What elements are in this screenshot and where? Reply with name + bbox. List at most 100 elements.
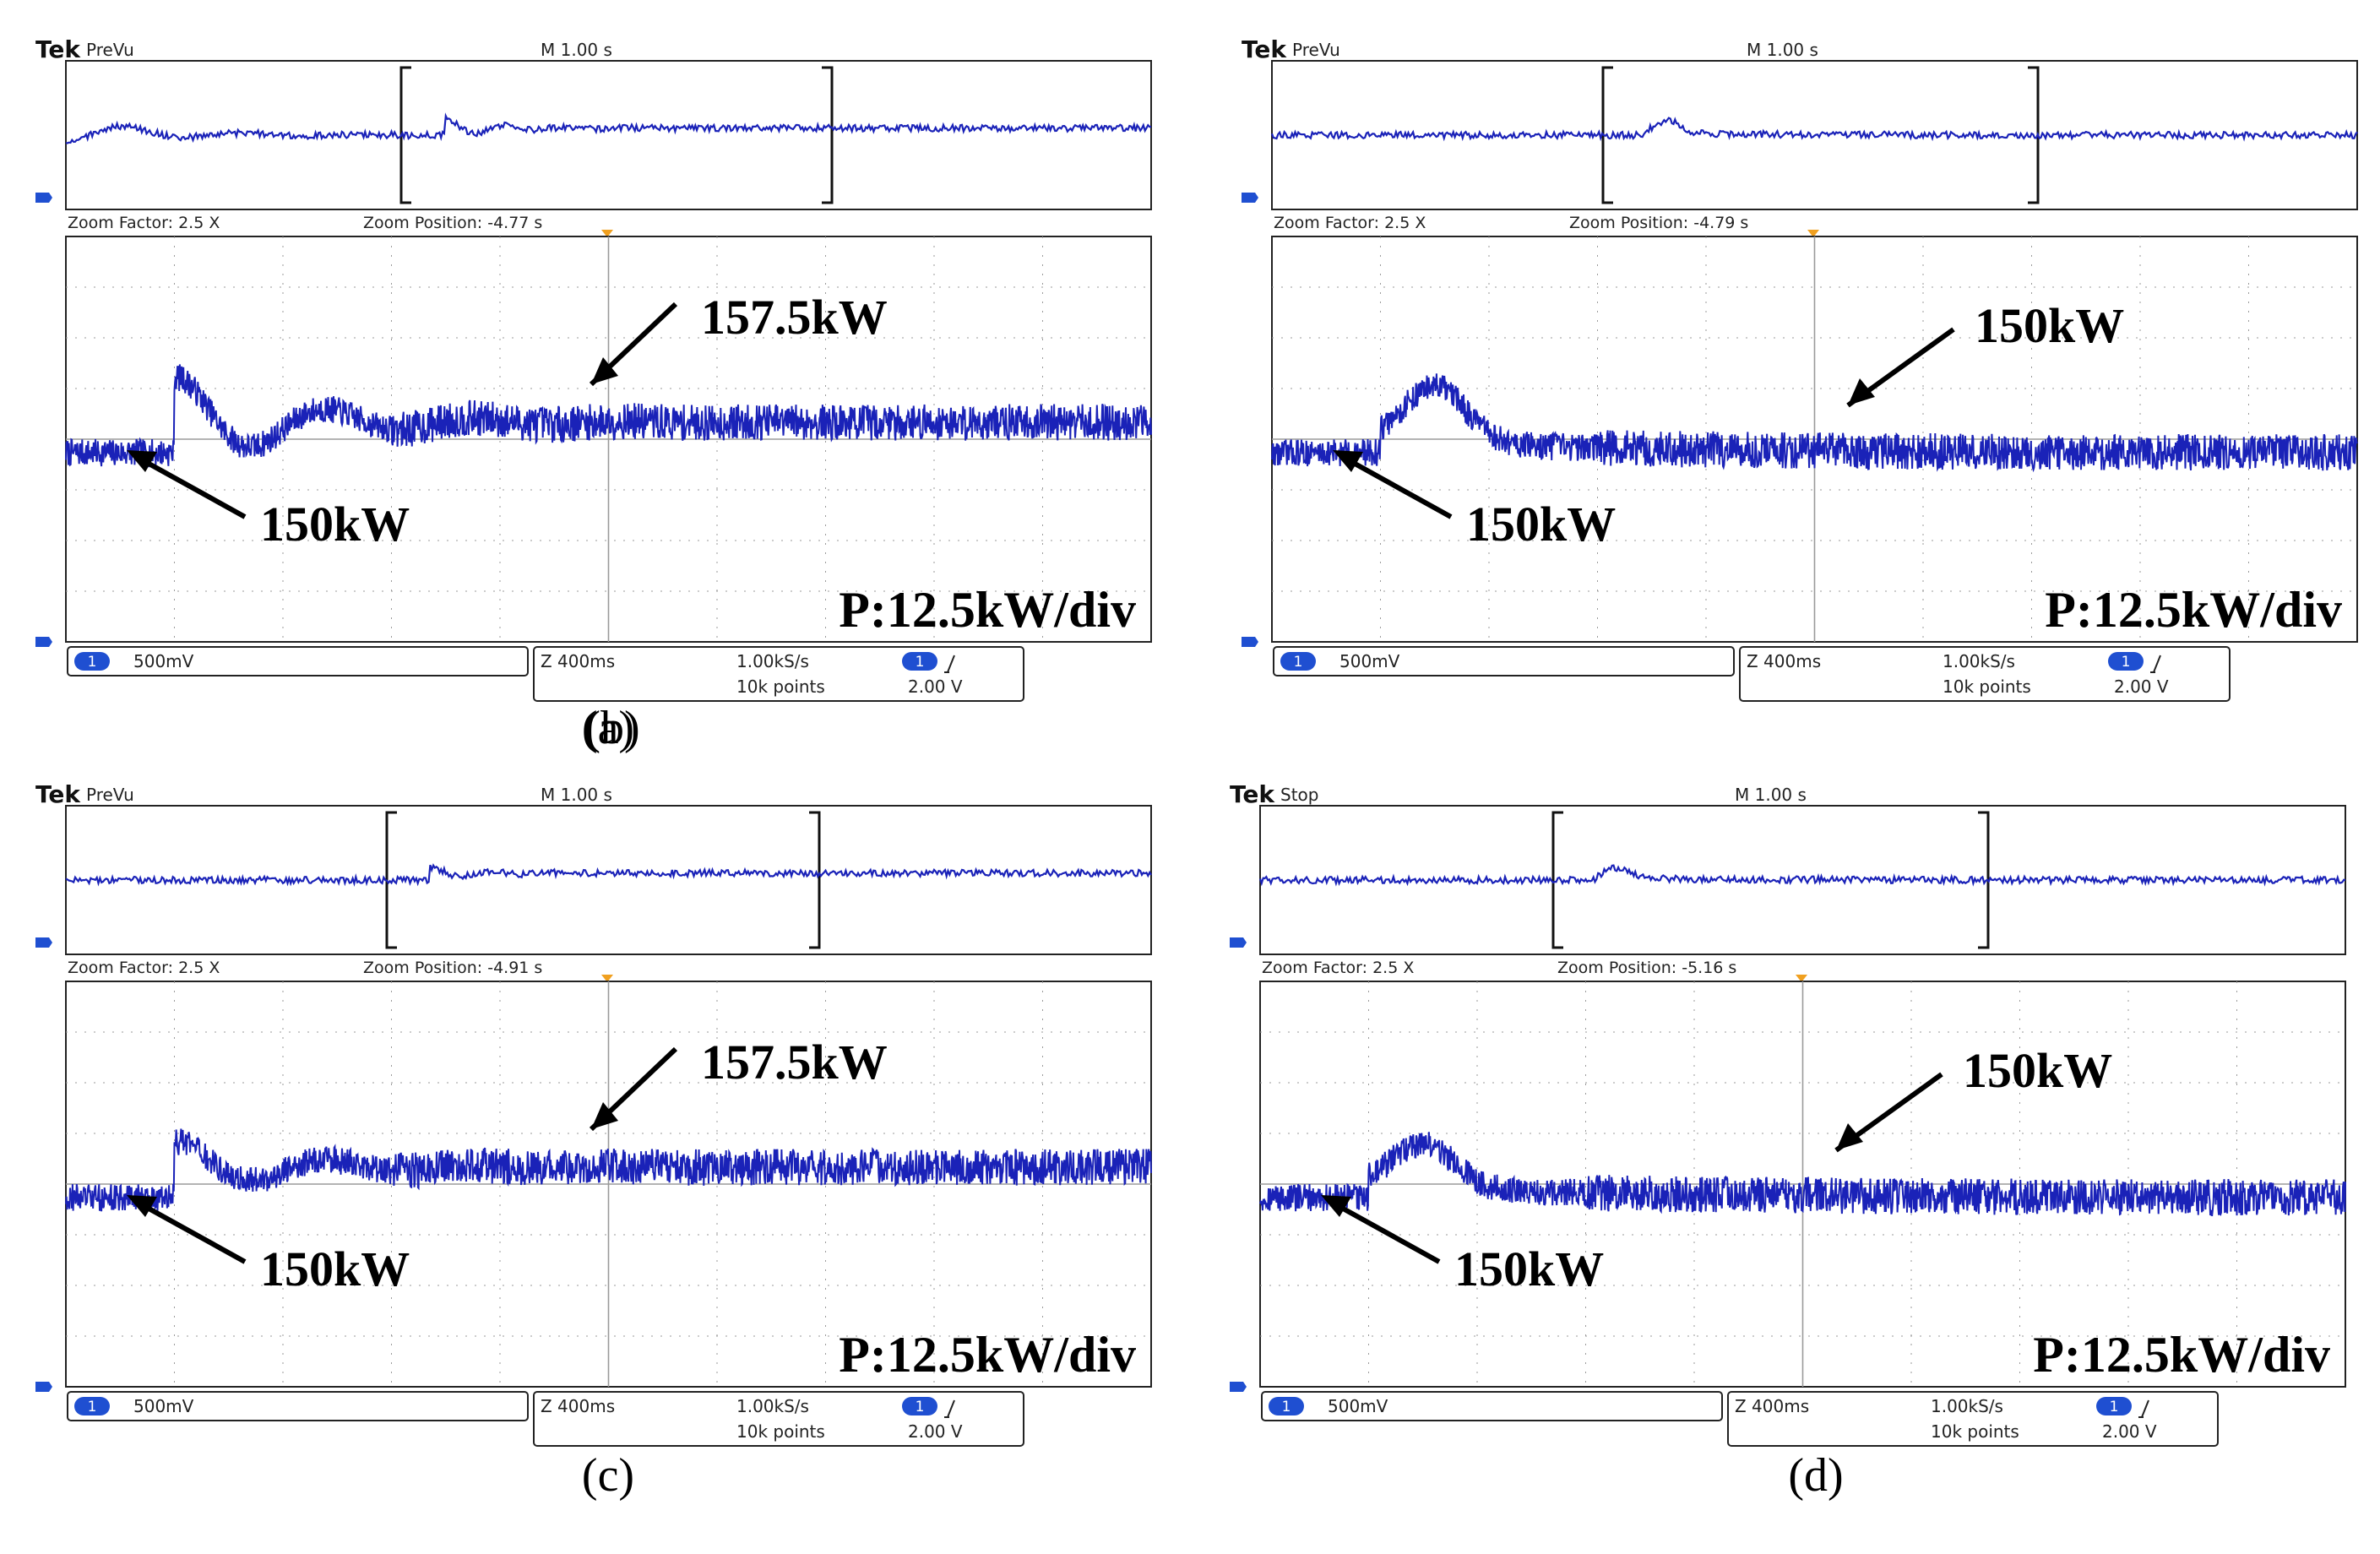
channel-marker-icon [35,637,52,647]
lower-arrow [133,1198,247,1264]
scale-label: P:12.5kW/div [839,582,1136,638]
lower-annotation: 150kW [260,1242,410,1296]
mode-label: PreVu [86,40,134,60]
ground-marker-icon [35,193,52,203]
zoom-factor-label: Zoom Factor: 2.5 X [1274,214,1426,232]
points-label: 10k points [1943,676,2031,697]
channel-badge [74,652,110,671]
scale-label: P:12.5kW/div [2045,582,2342,638]
overview-trace [65,863,1152,887]
rate-label: 1.00kS/s [1931,1396,2003,1416]
trigger-level-label: 2.00 V [908,1421,963,1442]
channel-number: 1 [88,1399,97,1415]
scope-panel-a: Tek PreVu M 1.00 s Zoom Factor: 2.5 X Zoom P… [35,35,1152,754]
lower-annotation: 150kW [1454,1242,1604,1296]
power-trace [1271,373,2358,473]
panel-caption: (c) [582,1449,634,1502]
channel-status-box [1273,646,1735,676]
trigger-channel: 1 [916,654,925,671]
rate-label: 1.00kS/s [1943,651,2015,671]
zoom-marker-icon [601,975,613,982]
ground-marker-icon [35,937,52,948]
volts-label: 500mV [133,1396,194,1416]
zoom-time-label: Z 400ms [541,651,615,671]
lower-arrow [1339,454,1453,519]
points-label: 10k points [1931,1421,2019,1442]
zoom-position-label: Zoom Position: -5.16 s [1557,959,1736,977]
zoom-factor-label: Zoom Factor: 2.5 X [68,214,220,232]
grid [66,236,1151,642]
upper-arrowhead-icon [1836,1123,1863,1150]
points-label: 10k points [736,676,825,697]
lower-annotation: 150kW [1466,497,1616,552]
zoom-time-label: Z 400ms [541,1396,615,1416]
lower-arrow [1328,1198,1441,1264]
panel-caption: (b) [584,702,639,754]
channel-number: 1 [1294,654,1303,671]
rising-edge-icon [2138,1399,2149,1418]
lower-arrow [133,454,247,519]
brand-label: Tek [1230,780,1275,808]
trigger-badge [2096,1397,2132,1415]
brand-label: Tek [35,35,81,63]
trigger-badge [902,1397,937,1415]
upper-arrowhead-icon [1848,378,1875,405]
channel-status-box [1261,1391,1723,1421]
lower-arrowhead-icon [127,450,157,472]
zoom-marker-icon [1807,230,1819,237]
upper-arrowhead-icon [591,1102,618,1129]
power-trace [65,364,1152,468]
lower-annotation: 150kW [260,497,410,552]
rate-label: 1.00kS/s [736,651,809,671]
channel-number: 1 [88,654,97,671]
upper-annotation: 150kW [1963,1043,2112,1098]
overview-frame [65,805,1152,955]
overview-trace [1258,864,2346,887]
volts-label: 500mV [133,651,194,671]
acq-status-box [1727,1391,2219,1447]
timebase-label: M 1.00 s [1747,40,1818,60]
panel-caption: (d) [1788,1449,1843,1502]
upper-annotation: 157.5kW [701,290,888,345]
acq-status-box [533,1391,1024,1447]
trigger-channel: 1 [2110,1399,2119,1415]
mode-label: Stop [1280,785,1318,805]
brand-label: Tek [35,780,81,808]
upper-arrowhead-icon [591,357,618,384]
zoom-position-label: Zoom Position: -4.91 s [363,959,542,977]
trigger-badge [2108,652,2144,671]
scope-panel-d: Tek Stop M 1.00 s Zoom Factor: 2.5 X Zoom Po… [1230,780,2346,1502]
acq-status-box [1739,646,2231,702]
trigger-badge [902,652,937,671]
brand-label: Tek [1242,35,1287,63]
channel-status-box [67,646,529,676]
timebase-label: M 1.00 s [1735,785,1807,805]
scope-panel-b: Tek PreVu M 1.00 s Zoom Factor: 2.5 X Zoom P… [584,35,2358,754]
zoom-position-label: Zoom Position: -4.77 s [363,214,542,232]
zoom-factor-label: Zoom Factor: 2.5 X [68,959,220,977]
channel-badge [74,1397,110,1415]
overview-trace [1270,117,2358,142]
zoom-factor-label: Zoom Factor: 2.5 X [1262,959,1414,977]
timebase-label: M 1.00 s [541,785,612,805]
rising-edge-icon [2150,655,2161,673]
timebase-label: M 1.00 s [541,40,612,60]
zoom-time-label: Z 400ms [1747,651,1821,671]
ground-marker-icon [1230,937,1247,948]
scale-label: P:12.5kW/div [839,1327,1136,1383]
panel-caption: (a) [582,702,634,754]
channel-badge [1269,1397,1304,1415]
overview-trace [65,112,1151,144]
zoom-time-label: Z 400ms [1735,1396,1809,1416]
trigger-level-label: 2.00 V [2114,676,2169,697]
power-trace [1259,1132,2346,1217]
trigger-level-label: 2.00 V [908,676,963,697]
rising-edge-icon [944,655,955,673]
channel-badge [1280,652,1316,671]
channel-status-box [67,1391,529,1421]
trigger-channel: 1 [2122,654,2131,671]
volts-label: 500mV [1328,1396,1388,1416]
scope-panel-c: Tek PreVu M 1.00 s Zoom Factor: 2.5 X Zoom P… [35,780,1152,1502]
acq-status-box [533,646,1024,702]
